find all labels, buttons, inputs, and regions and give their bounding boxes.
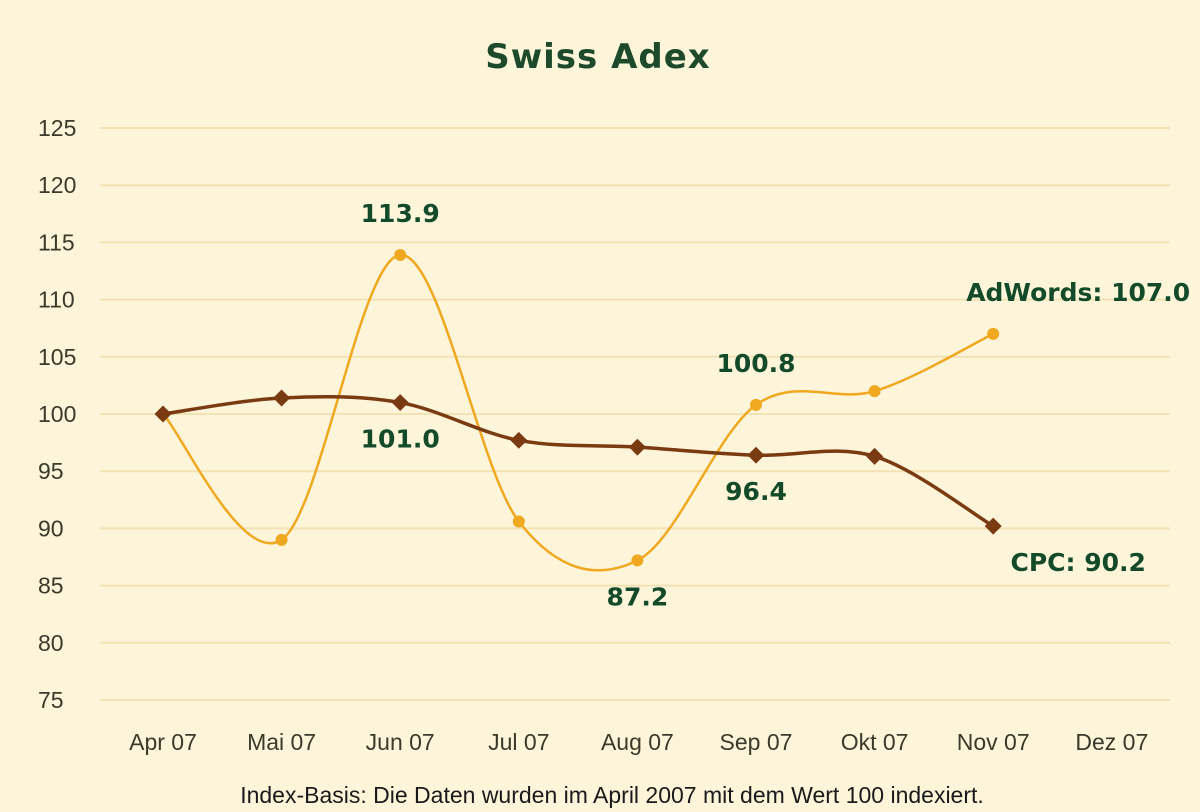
adwords-point: [750, 398, 762, 411]
y-tick-label: 80: [38, 630, 64, 656]
cpc-point: [273, 389, 291, 407]
x-tick-label: Aug 07: [601, 729, 674, 755]
cpc-point: [154, 405, 172, 423]
y-tick-label: 120: [38, 172, 76, 198]
x-tick-label: Sep 07: [720, 729, 793, 755]
x-tick-label: Okt 07: [841, 729, 909, 755]
x-tick-label: Jun 07: [366, 729, 435, 755]
y-tick-label: 75: [38, 687, 64, 713]
x-tick-label: Jul 07: [488, 729, 549, 755]
adwords-point: [275, 533, 288, 546]
y-tick-label: 105: [38, 344, 76, 370]
adwords-line: [162, 253, 994, 572]
data-label: CPC: 90.2: [1010, 548, 1145, 577]
data-label: 87.2: [607, 582, 669, 611]
y-tick-label: 110: [38, 287, 75, 313]
cpc-point: [628, 438, 646, 456]
y-tick-label: 115: [38, 229, 75, 255]
footnote: Index-Basis: Die Daten wurden im April 2…: [240, 782, 984, 808]
y-tick-label: 100: [38, 401, 76, 427]
cpc-line: [162, 394, 995, 528]
x-tick-label: Mai 07: [247, 729, 316, 755]
data-label: 113.9: [361, 199, 440, 228]
cpc-point: [510, 431, 528, 449]
data-label: 101.0: [361, 425, 440, 454]
data-label: 96.4: [725, 477, 787, 506]
y-tick-label: 125: [38, 115, 76, 141]
y-tick-label: 90: [38, 515, 64, 541]
cpc-point: [866, 447, 884, 465]
y-tick-label: 95: [38, 458, 64, 484]
x-tick-label: Nov 07: [957, 729, 1030, 755]
adwords-point: [394, 248, 407, 261]
adwords-point: [631, 554, 644, 567]
x-tick-label: Apr 07: [129, 729, 197, 755]
cpc-point: [747, 446, 765, 464]
adwords-point: [512, 515, 525, 528]
data-label: AdWords: 107.0: [966, 278, 1190, 307]
adwords-point: [868, 385, 881, 398]
adwords-point: [987, 327, 1000, 340]
data-label: 100.8: [716, 349, 795, 378]
cpc-point: [984, 517, 1002, 535]
y-tick-label: 85: [38, 573, 64, 599]
chart-title: Swiss Adex: [485, 37, 711, 77]
x-tick-label: Dez 07: [1075, 729, 1148, 755]
cpc-point: [391, 394, 409, 412]
